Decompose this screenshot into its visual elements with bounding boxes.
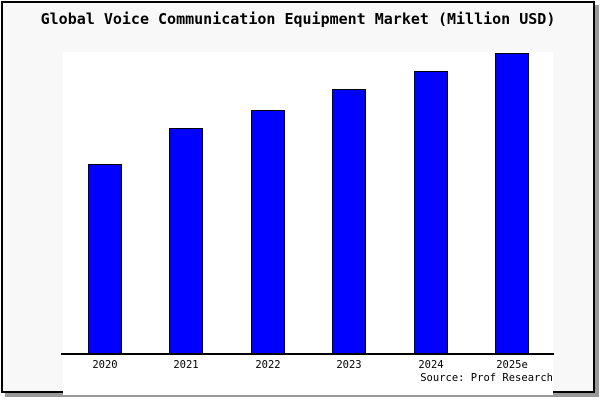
source-note: Source: Prof Research [420,372,553,384]
bar-2025e [495,53,529,354]
x-axis-line [61,353,554,355]
x-tick-label-2024: 2024 [418,359,444,371]
bar-2020 [88,164,122,354]
x-tick-label-2023: 2023 [336,359,362,371]
bar-2022 [251,110,285,354]
bar-2023 [332,89,366,354]
chart-window-frame: Global Voice Communication Equipment Mar… [1,1,595,395]
x-tick-label-2021: 2021 [173,359,199,371]
x-tick-label-2022: 2022 [255,359,281,371]
x-tick-label-2025e: 2025e [496,359,528,371]
bar-2021 [169,128,203,354]
chart-title: Global Voice Communication Equipment Mar… [40,10,556,28]
bar-2024 [414,71,448,354]
plot-area [63,52,553,395]
x-tick-label-2020: 2020 [92,359,118,371]
